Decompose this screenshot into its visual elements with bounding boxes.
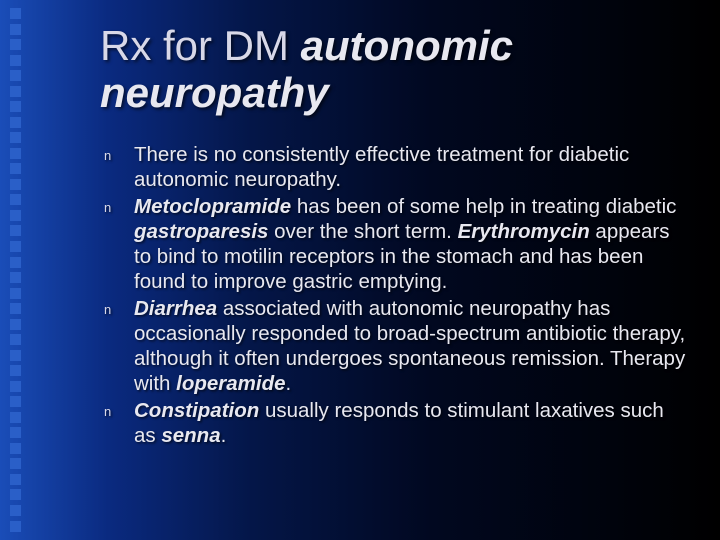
highlight-term: Diarrhea [134,297,217,320]
decor-square [10,132,21,143]
title-plain: Rx for DM [100,22,301,69]
decor-square [10,412,21,423]
text-run: . [221,424,227,447]
decor-square [10,427,21,438]
decor-square [10,381,21,392]
list-item-text: Diarrhea associated with autonomic neuro… [134,297,685,395]
highlight-term: senna [161,424,220,447]
decor-square [10,443,21,454]
highlight-term: Constipation [134,399,259,422]
decor-square [10,194,21,205]
decor-square [10,272,21,283]
slide-content: Rx for DM autonomic neuropathy n There is… [100,22,690,450]
decor-square [10,396,21,407]
text-run: There is no consistently effective treat… [134,143,629,191]
decor-square-column [8,8,36,532]
list-item: n Diarrhea associated with autonomic neur… [100,296,690,396]
slide-title: Rx for DM autonomic neuropathy [100,22,690,116]
text-run: . [286,372,292,395]
list-item-text: Constipation usually responds to stimula… [134,399,664,447]
highlight-term: Metoclopramide [134,195,291,218]
highlight-term: loperamide [176,372,285,395]
bullet-glyph: n [104,302,111,318]
decor-square [10,319,21,330]
decor-square [10,365,21,376]
list-item-text: There is no consistently effective treat… [134,143,629,191]
decor-square [10,39,21,50]
decor-square [10,257,21,268]
decor-square [10,288,21,299]
highlight-term: gastroparesis [134,220,268,243]
decor-square [10,86,21,97]
text-run: over the short term. [268,220,457,243]
decor-square [10,179,21,190]
decor-square [10,55,21,66]
decor-square [10,225,21,236]
decor-square [10,70,21,81]
decor-square [10,117,21,128]
decor-square [10,334,21,345]
bullet-list: n There is no consistently effective trea… [100,142,690,448]
decor-square [10,163,21,174]
decor-square [10,8,21,19]
decor-square [10,24,21,35]
text-run: has been of some help in treating diabet… [291,195,676,218]
decor-square [10,350,21,361]
decor-square [10,474,21,485]
list-item: n There is no consistently effective trea… [100,142,690,192]
decor-square [10,210,21,221]
list-item: n Metoclopramide has been of some help in… [100,194,690,294]
highlight-term: Erythromycin [458,220,590,243]
decor-square [10,241,21,252]
decor-square [10,521,21,532]
list-item: n Constipation usually responds to stimul… [100,398,690,448]
decor-square [10,458,21,469]
decor-square [10,505,21,516]
bullet-glyph: n [104,200,111,216]
list-item-text: Metoclopramide has been of some help in … [134,195,676,293]
decor-square [10,101,21,112]
bullet-glyph: n [104,148,111,164]
bullet-glyph: n [104,404,111,420]
decor-square [10,489,21,500]
decor-square [10,148,21,159]
decor-square [10,303,21,314]
